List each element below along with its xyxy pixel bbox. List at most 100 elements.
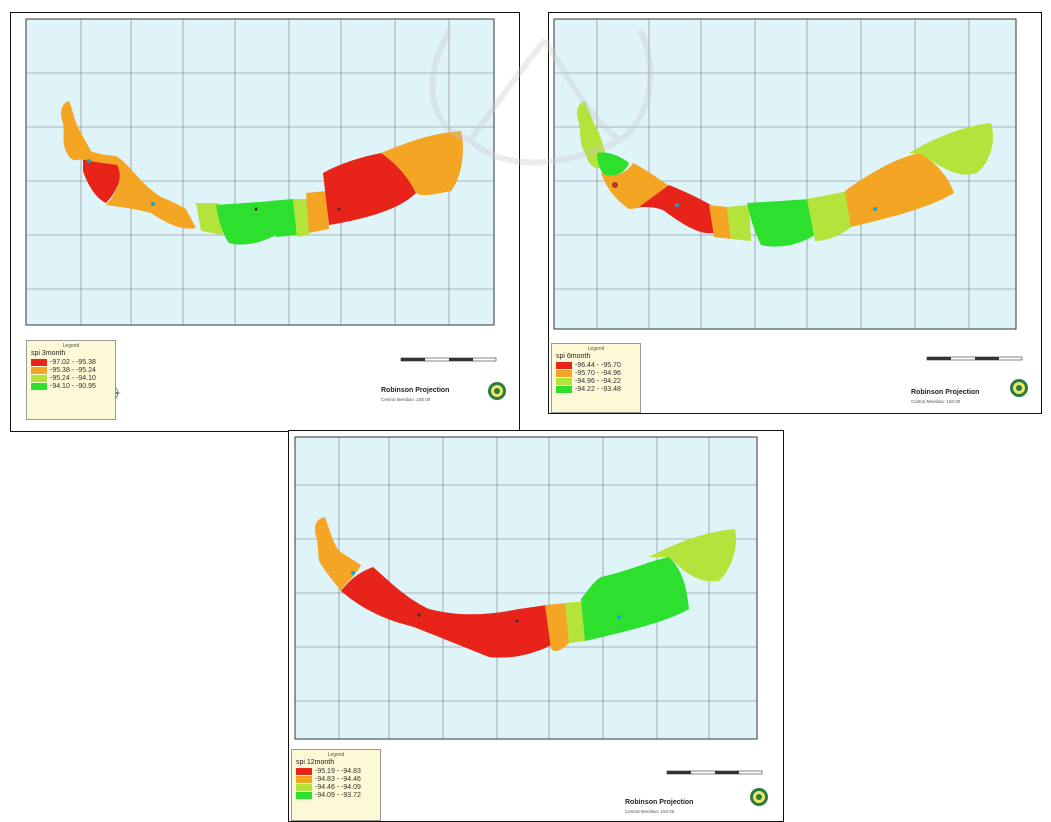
city-marker — [515, 619, 519, 623]
legend-swatch — [296, 783, 312, 791]
legend-class: -94.10 - -90.95 — [27, 382, 115, 390]
legend-swatch — [296, 767, 312, 775]
map-legend: Legend spi 3month -97.02 - -95.38 -95.38… — [26, 340, 116, 420]
city-marker — [351, 571, 355, 575]
legend-class-label: -94.10 - -90.95 — [50, 382, 96, 390]
scale-bar — [400, 357, 497, 362]
graticule — [26, 19, 494, 325]
region-center-yellow — [565, 601, 585, 643]
region-far-east-yellow — [909, 123, 994, 175]
legend-field-name: spi 12month — [296, 759, 335, 766]
legend-heading: Legend — [327, 752, 345, 758]
institution-logo-icon — [750, 788, 768, 806]
graticule — [554, 19, 1016, 329]
city-marker — [617, 615, 621, 619]
region-west-red — [83, 153, 122, 203]
region-center-yellow — [196, 203, 223, 235]
projection-label: Robinson Projection — [625, 799, 694, 806]
central-meridian-label: Central Meridian: 150.00 — [381, 397, 431, 402]
map-canvas — [25, 18, 506, 403]
map-legend: Legend spi 12month -95.19 - -94.83 -94.8… — [291, 749, 381, 821]
region-center-green — [747, 199, 815, 247]
region-center-green2 — [269, 199, 297, 237]
legend-heading: Legend — [587, 346, 605, 352]
region-west-orange — [71, 143, 196, 229]
scale-bar — [666, 770, 763, 775]
institution-logo-icon — [1010, 379, 1028, 397]
map-panel-spi-12month: Legend spi 12month -95.19 - -94.83 -94.8… — [288, 430, 784, 822]
city-marker — [417, 613, 421, 617]
central-meridian-label: Central Meridian: 150.00 — [625, 809, 675, 814]
legend-class: -95.70 - -94.96 — [552, 369, 640, 377]
legend-class-label: -97.02 - -95.38 — [50, 358, 96, 366]
legend-class: -94.09 - -93.72 — [292, 791, 380, 799]
legend-field-name: spi 6month — [556, 353, 591, 360]
legend-class-label: -96.44 - -95.70 — [575, 361, 621, 369]
region-west-orange — [315, 517, 361, 591]
legend-field-name: spi 3month — [31, 350, 66, 357]
legend-swatch — [31, 382, 47, 390]
city-marker — [873, 207, 877, 211]
legend-swatch — [556, 385, 572, 393]
region-east-green — [581, 557, 689, 641]
legend-swatch — [31, 366, 47, 374]
legend-swatch — [296, 775, 312, 783]
legend-class-label: -94.96 - -94.22 — [575, 377, 621, 385]
region-east-orange — [306, 191, 329, 233]
legend-class-label: -95.19 - -94.83 — [315, 767, 361, 775]
region-far-east-yellow — [649, 529, 737, 582]
legend-class: -94.96 - -94.22 — [552, 377, 640, 385]
projection-label: Robinson Projection — [381, 387, 450, 394]
region-west-red — [341, 567, 551, 658]
map-legend: Legend spi 6month -96.44 - -95.70 -95.70… — [551, 343, 641, 413]
city-marker — [87, 159, 91, 163]
central-meridian-label: Central Meridian: 150.00 — [911, 399, 961, 404]
legend-heading: Legend — [62, 343, 80, 349]
legend-class-label: -94.83 - -94.46 — [315, 775, 361, 783]
region-far-east-orange — [381, 131, 463, 196]
legend-class-label: -95.70 - -94.96 — [575, 369, 621, 377]
legend-class: -94.22 - -93.48 — [552, 385, 640, 393]
city-marker — [151, 202, 155, 206]
legend-class: -95.24 - -94.10 — [27, 374, 115, 382]
map-canvas — [553, 18, 1028, 397]
map-panel-spi-6month: Legend spi 6month -96.44 - -95.70 -95.70… — [548, 12, 1042, 414]
legend-class: -94.46 - -94.09 — [292, 783, 380, 791]
region-west-green — [597, 152, 629, 176]
region-east-red — [323, 153, 416, 225]
city-marker — [675, 203, 679, 207]
legend-class-label: -95.24 - -94.10 — [50, 374, 96, 382]
legend-class: -95.38 - -95.24 — [27, 366, 115, 374]
legend-class: -97.02 - -95.38 — [27, 358, 115, 366]
legend-class-label: -94.22 - -93.48 — [575, 385, 621, 393]
region-west-yellow — [577, 101, 609, 169]
region-east-yellow — [293, 199, 309, 237]
legend-class-label: -94.46 - -94.09 — [315, 783, 361, 791]
region-center-green — [216, 201, 276, 245]
city-marker — [254, 207, 258, 211]
legend-class: -95.19 - -94.83 — [292, 767, 380, 775]
region-east-orange — [845, 153, 954, 227]
region-center-orange — [545, 603, 569, 651]
legend-swatch — [556, 361, 572, 369]
institution-logo-icon — [488, 382, 506, 400]
region-east-yellow — [807, 191, 851, 241]
legend-swatch — [31, 374, 47, 382]
city-marker — [337, 207, 341, 211]
legend-class: -94.83 - -94.46 — [292, 775, 380, 783]
scale-bar — [926, 356, 1023, 361]
legend-swatch — [296, 791, 312, 799]
legend-swatch — [556, 377, 572, 385]
projection-label: Robinson Projection — [911, 389, 980, 396]
legend-class-label: -94.09 - -93.72 — [315, 791, 361, 799]
region-center-yellow — [727, 205, 751, 241]
graticule — [295, 437, 757, 739]
legend-swatch — [556, 369, 572, 377]
region-west-tip — [61, 101, 91, 161]
city-marker — [612, 182, 618, 188]
region-center-orange — [709, 205, 731, 239]
legend-class: -96.44 - -95.70 — [552, 361, 640, 369]
map-panel-spi-3month: Legend spi 3month -97.02 - -95.38 -95.38… — [10, 12, 520, 432]
legend-swatch — [31, 358, 47, 366]
region-center-red — [639, 185, 714, 234]
